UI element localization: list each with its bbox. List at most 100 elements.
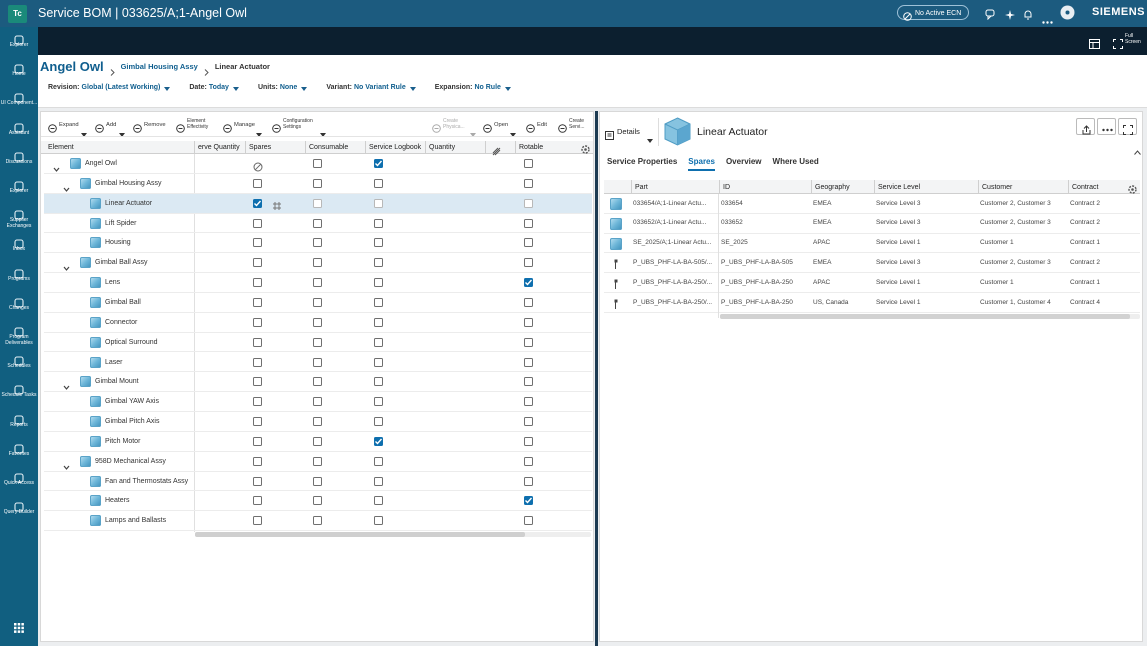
- consumable-checkbox[interactable]: [313, 496, 322, 506]
- tree-toggle[interactable]: [63, 180, 70, 192]
- spares-link-icon[interactable]: [272, 198, 282, 210]
- chat-icon[interactable]: [985, 7, 996, 21]
- consumable-checkbox[interactable]: [313, 159, 322, 168]
- rotable-checkbox[interactable]: [524, 397, 533, 407]
- rotable-checkbox[interactable]: [524, 297, 533, 307]
- tab[interactable]: Service Properties: [607, 157, 678, 166]
- logbook-checkbox[interactable]: [374, 377, 383, 387]
- tree-row[interactable]: Gimbal Ball: [44, 293, 592, 313]
- column-header[interactable]: Customer: [982, 183, 1013, 191]
- tree-row[interactable]: Lift Spider: [44, 214, 592, 234]
- tree-row[interactable]: Angel Owl: [44, 154, 592, 174]
- spares-checkbox[interactable]: [253, 337, 262, 347]
- header-button[interactable]: [1118, 118, 1137, 135]
- consumable-checkbox[interactable]: [313, 218, 322, 228]
- tree-row[interactable]: Connector: [44, 313, 592, 333]
- column-header[interactable]: Service Level: [878, 183, 921, 191]
- spares-checkbox[interactable]: [253, 278, 262, 288]
- consumable-checkbox[interactable]: [313, 397, 322, 407]
- nav-item[interactable]: Program Deliverables: [0, 323, 38, 351]
- nav-item[interactable]: Assistant: [0, 119, 38, 147]
- logbook-checkbox[interactable]: [374, 278, 383, 288]
- nav-label[interactable]: Home: [12, 71, 26, 78]
- ecn-pill[interactable]: No Active ECN: [897, 5, 969, 21]
- column-header[interactable]: Geography: [815, 183, 850, 191]
- logbook-checkbox[interactable]: [374, 198, 383, 208]
- nav-label[interactable]: Program Deliverables: [5, 334, 33, 346]
- nav-item[interactable]: Schedules: [0, 352, 38, 380]
- apps-icon[interactable]: [14, 620, 24, 633]
- tree-row[interactable]: Housing: [44, 233, 592, 254]
- logbook-checkbox[interactable]: [374, 238, 383, 248]
- nav-label[interactable]: Query Builder: [3, 509, 35, 516]
- fullscreen-label[interactable]: Full Screen: [1125, 33, 1141, 45]
- logbook-checkbox[interactable]: [374, 417, 383, 427]
- tree-row[interactable]: 958D Mechanical Assy: [44, 452, 592, 472]
- column-header[interactable]: Consumable: [309, 144, 349, 151]
- tree-row[interactable]: Gimbal Housing Assy: [44, 174, 592, 194]
- nav-label[interactable]: Schedule Tasks: [1, 392, 37, 399]
- spares-row[interactable]: P_UBS_PHF-LA-BA-250/... P_UBS_PHF-LA-BA-2…: [604, 293, 1140, 313]
- consumable-checkbox[interactable]: [313, 198, 322, 208]
- nav-item[interactable]: Programs: [0, 265, 38, 293]
- consumable-checkbox[interactable]: [313, 317, 322, 327]
- rotable-checkbox[interactable]: [524, 436, 533, 446]
- tree-row[interactable]: Optical Surround: [44, 333, 592, 353]
- spares-checkbox[interactable]: [253, 476, 262, 486]
- nav-label[interactable]: Reports: [10, 421, 28, 428]
- rotable-checkbox[interactable]: [524, 357, 533, 367]
- consumable-checkbox[interactable]: [313, 417, 322, 427]
- column-header[interactable]: Service Logbook: [369, 144, 422, 151]
- tab[interactable]: Where Used: [772, 157, 819, 166]
- breadcrumb-item[interactable]: Angel Owl: [40, 58, 104, 74]
- consumable-checkbox[interactable]: [313, 337, 322, 347]
- breadcrumb-item[interactable]: Gimbal Housing Assy: [120, 61, 198, 71]
- consumable-checkbox[interactable]: [313, 436, 322, 446]
- rotable-checkbox[interactable]: [524, 159, 533, 168]
- logbook-checkbox[interactable]: [374, 516, 383, 526]
- nav-item[interactable]: UI Component...: [0, 89, 38, 117]
- logbook-checkbox[interactable]: [374, 297, 383, 307]
- column-header[interactable]: Part: [635, 183, 648, 191]
- consumable-checkbox[interactable]: [313, 238, 322, 248]
- nav-label[interactable]: Discussions: [5, 158, 33, 165]
- spares-row[interactable]: P_UBS_PHF-LA-BA-505/... P_UBS_PHF-LA-BA-5…: [604, 253, 1140, 274]
- rotable-checkbox[interactable]: [524, 417, 533, 427]
- nav-item[interactable]: Schedule Tasks: [0, 381, 38, 409]
- rotable-checkbox[interactable]: [524, 258, 533, 268]
- column-settings[interactable]: [1127, 182, 1138, 194]
- rotable-checkbox[interactable]: [524, 516, 533, 526]
- tree-row[interactable]: Pitch Motor: [44, 432, 592, 452]
- scrollbar-thumb[interactable]: [195, 532, 525, 537]
- ai-icon[interactable]: [1005, 7, 1015, 20]
- spares-checkbox[interactable]: [253, 436, 262, 446]
- bell-icon[interactable]: [1023, 7, 1033, 20]
- logbook-checkbox[interactable]: [374, 357, 383, 367]
- rotable-checkbox[interactable]: [524, 377, 533, 387]
- spares-checkbox[interactable]: [253, 317, 262, 327]
- column-header[interactable]: Spares: [249, 144, 272, 151]
- nav-item[interactable]: Inbox: [0, 235, 38, 263]
- logbook-checkbox[interactable]: [374, 178, 383, 188]
- rotable-checkbox[interactable]: [524, 476, 533, 486]
- spares-checkbox[interactable]: [253, 397, 262, 407]
- nav-item[interactable]: Changes: [0, 294, 38, 322]
- tree-row[interactable]: Lamps and Ballasts: [44, 511, 592, 532]
- logbook-checkbox[interactable]: [374, 397, 383, 407]
- rotable-checkbox[interactable]: [524, 198, 533, 208]
- nav-item[interactable]: Discussions: [0, 148, 38, 176]
- spares-row[interactable]: P_UBS_PHF-LA-BA-250/... P_UBS_PHF-LA-BA-2…: [604, 273, 1140, 293]
- spares-checkbox[interactable]: [253, 297, 262, 307]
- consumable-checkbox[interactable]: [313, 377, 322, 387]
- more-icon[interactable]: [1042, 11, 1053, 24]
- spares-checkbox[interactable]: [253, 417, 262, 427]
- consumable-checkbox[interactable]: [313, 516, 322, 526]
- rotable-checkbox[interactable]: [524, 178, 533, 188]
- nav-label[interactable]: Explorer: [9, 188, 29, 194]
- logbook-checkbox[interactable]: [374, 436, 383, 446]
- rotable-checkbox[interactable]: [524, 218, 533, 228]
- tab[interactable]: Spares: [688, 157, 715, 171]
- logbook-checkbox[interactable]: [374, 218, 383, 228]
- tree-toggle[interactable]: [63, 259, 70, 272]
- rotable-checkbox[interactable]: [524, 496, 533, 506]
